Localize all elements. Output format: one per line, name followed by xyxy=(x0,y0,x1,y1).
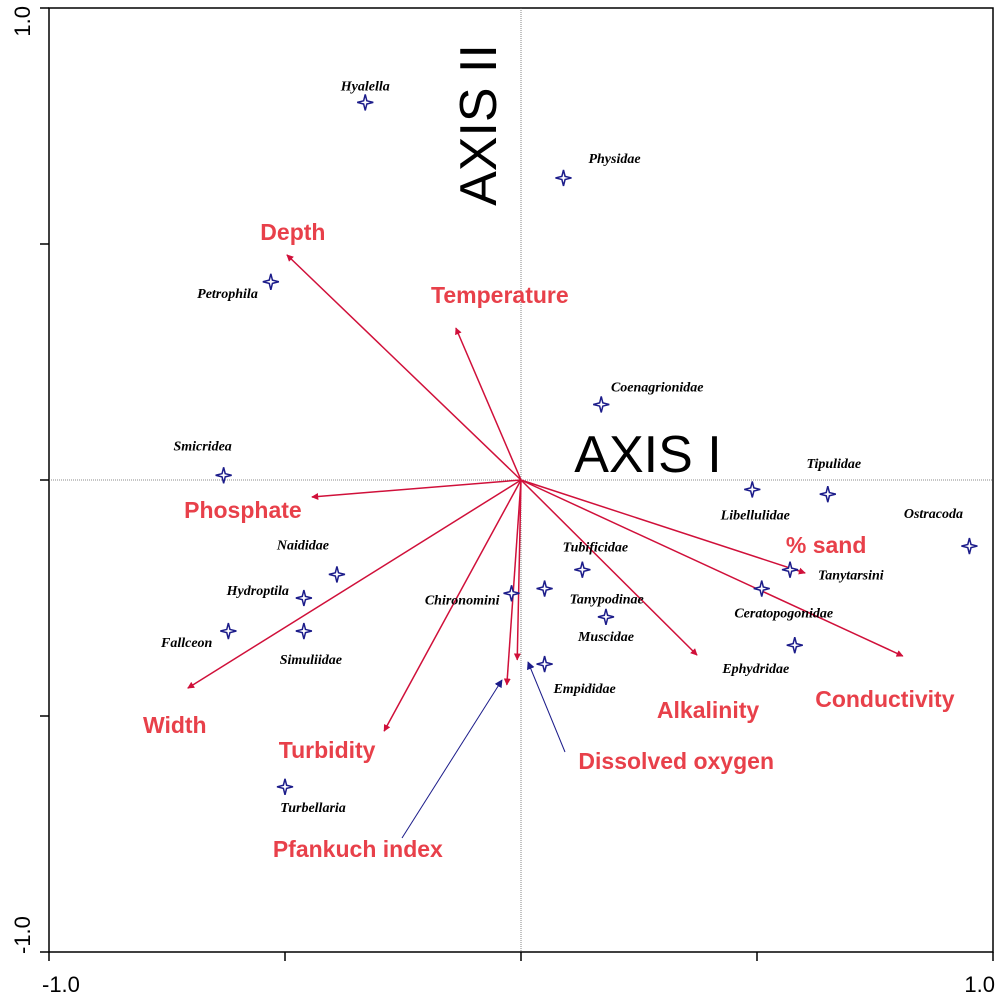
species-point xyxy=(276,778,294,795)
env-vector xyxy=(286,254,522,481)
species-label: Petrophila xyxy=(197,287,258,302)
y-tick-label: 1.0 xyxy=(10,6,35,37)
vector-label: % sand xyxy=(786,532,867,558)
species-label: Simuliidae xyxy=(280,653,342,668)
env-vector xyxy=(383,479,522,732)
pointer-arrow xyxy=(401,679,503,839)
species-label: Hydroptila xyxy=(226,584,289,599)
env-vector xyxy=(455,327,522,481)
env-vector xyxy=(187,479,522,689)
species-label: Chironomini xyxy=(425,593,500,608)
vector-label: Conductivity xyxy=(815,686,954,712)
species-point xyxy=(295,622,313,640)
x-tick-label: -1.0 xyxy=(42,972,80,996)
species-label: Fallceon xyxy=(160,636,213,651)
env-vector xyxy=(513,479,522,661)
species-label: Tipulidae xyxy=(806,457,861,472)
species-label: Tanypodinae xyxy=(570,593,644,608)
y-axis-title: AXIS II xyxy=(450,44,508,206)
species-point xyxy=(536,655,553,673)
vector-label: Dissolved oxygen xyxy=(578,748,774,774)
species-label: Tubificidae xyxy=(563,541,629,556)
species-label: Physidae xyxy=(588,152,640,167)
species-label: Ostracoda xyxy=(904,507,963,522)
species-point xyxy=(786,637,803,654)
env-vector xyxy=(520,479,698,656)
species-point xyxy=(357,94,374,111)
species-point xyxy=(328,566,346,583)
species-point xyxy=(262,273,280,290)
species-label: Turbellaria xyxy=(280,801,346,816)
species-point xyxy=(536,580,553,597)
vector-label: Temperature xyxy=(431,282,569,308)
env-vector xyxy=(520,479,904,657)
species-point xyxy=(819,485,836,503)
vector-label: Pfankuch index xyxy=(273,836,443,862)
vector-label: Phosphate xyxy=(184,497,302,523)
species-point xyxy=(744,481,761,498)
y-tick-label: -1.0 xyxy=(10,916,35,954)
env-vector xyxy=(311,479,522,500)
species-point xyxy=(503,585,520,602)
species-label: Hyalella xyxy=(340,79,390,94)
species-label: Smicridea xyxy=(173,439,231,454)
species-point xyxy=(597,608,615,626)
species-point xyxy=(295,589,313,607)
species-label: Muscidae xyxy=(577,630,634,645)
species-label: Libellulidae xyxy=(720,508,790,523)
env-vector xyxy=(503,479,522,686)
vector-label: Turbidity xyxy=(279,737,376,763)
species-label: Ephydridae xyxy=(721,662,789,677)
vector-label: Width xyxy=(143,712,207,738)
species-label: Ceratopogonidae xyxy=(734,607,833,622)
vector-label: Alkalinity xyxy=(657,697,759,723)
vector-label: Depth xyxy=(260,219,325,245)
species-point xyxy=(753,580,770,597)
species-point xyxy=(574,561,591,578)
env-vector xyxy=(520,479,806,575)
species-label: Naididae xyxy=(276,538,329,553)
species-point xyxy=(215,467,232,484)
species-label: Coenagrionidae xyxy=(611,380,704,395)
x-tick-label: 1.0 xyxy=(964,972,995,996)
species-point xyxy=(220,622,237,640)
species-label: Tanytarsini xyxy=(818,569,884,584)
species-point xyxy=(555,169,572,187)
pointer-arrow xyxy=(527,661,566,753)
species-point xyxy=(781,561,799,578)
x-axis-title: AXIS I xyxy=(574,426,721,484)
species-point xyxy=(961,537,978,555)
species-point xyxy=(593,396,610,413)
species-label: Empididae xyxy=(552,682,615,697)
